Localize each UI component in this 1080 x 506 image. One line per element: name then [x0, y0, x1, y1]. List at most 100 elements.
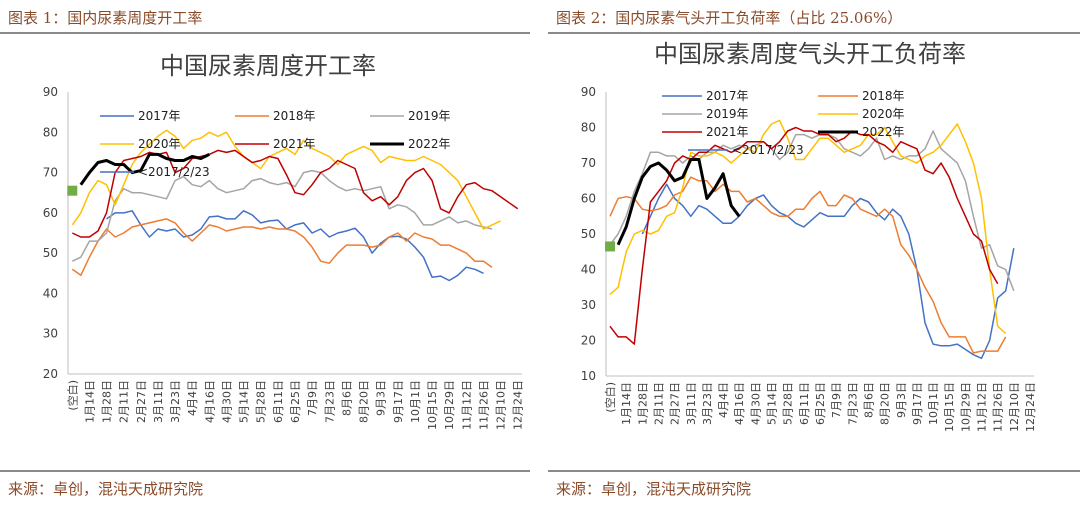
- legend-label: 2020年: [862, 107, 905, 121]
- x-tick-label: 9月17日: [911, 382, 924, 425]
- x-tick-label: 2月11日: [652, 382, 665, 425]
- x-tick-label: 7月23日: [323, 380, 336, 423]
- x-tick-label: 3月23日: [701, 382, 714, 425]
- x-tick-label: 1月14日: [620, 382, 633, 425]
- legend-label: 2018年: [273, 109, 316, 123]
- figure-2-source: 来源：卓创，混沌天成研究院: [556, 480, 752, 498]
- legend-label: 2022年: [862, 125, 905, 139]
- y-tick-label: 90: [43, 85, 58, 99]
- x-tick-label: 5月28日: [255, 380, 268, 423]
- x-tick-label: 8月20日: [879, 382, 892, 425]
- legend-label: 2017年: [138, 109, 181, 123]
- x-tick-label: 11月26日: [992, 382, 1005, 432]
- y-tick-label: 60: [581, 192, 596, 206]
- x-tick-label: 4月30日: [749, 382, 762, 425]
- chart-2: 中国尿素周度气头开工负荷率 10 20 30 40 50 60 70 80 90 (空白) 1月14日…: [581, 40, 1037, 432]
- figure-2-footer: 来源：卓创，混沌天成研究院: [548, 470, 1080, 506]
- x-tick-label: 9月3日: [895, 382, 908, 418]
- x-tick-label: 9月3日: [375, 380, 388, 416]
- x-tick-label: 8月20日: [358, 380, 371, 423]
- x-tick-label: 4月30日: [220, 380, 233, 423]
- x-tick-label: 8月6日: [340, 380, 353, 416]
- series-line-2: [71, 169, 493, 262]
- figure-2-caption: 图表 2：国内尿素气头开工负荷率（占比 25.06%）: [556, 9, 903, 27]
- x-tick-label: 1月14日: [83, 380, 96, 423]
- chart-title: 中国尿素周度开工率: [160, 52, 376, 80]
- series-line-4: [71, 149, 519, 238]
- y-tick-label: 20: [581, 334, 596, 348]
- x-tick-label: 4月16日: [733, 382, 746, 425]
- x-tick-label: 3月11日: [685, 382, 698, 425]
- x-tick-label: 2月27日: [669, 382, 682, 425]
- series-line-3: [609, 119, 1007, 334]
- x-tick-label: 10月29日: [959, 382, 972, 432]
- y-tick-label: 40: [581, 263, 596, 277]
- legend-label: 2017年: [706, 89, 749, 103]
- x-tick-label: 11月12日: [976, 382, 989, 432]
- figure-1-source: 来源：卓创，混沌天成研究院: [8, 480, 204, 498]
- chart-1: 中国尿素周度开工率 20 30 40 50 60 70 80 90 (空白) 1月14日 1月28日 2…: [43, 52, 525, 430]
- legend-label: 2020年: [138, 137, 181, 151]
- marker-point: [605, 241, 616, 252]
- x-tick-label: 10月15日: [943, 382, 956, 432]
- y-tick-label: 90: [581, 85, 596, 99]
- series-line-3: [71, 129, 501, 230]
- figure-1-caption: 图表 1：国内尿素周度开工率: [8, 9, 203, 27]
- x-tick-label: 6月11日: [798, 382, 811, 425]
- legend-label: 2019年: [706, 107, 749, 121]
- y-tick-label: 10: [581, 369, 596, 383]
- x-tick-label: 12月10日: [1008, 382, 1021, 432]
- legend-label: 2022年: [408, 137, 451, 151]
- legend-label: 2019年: [408, 109, 451, 123]
- x-tick-label: 10月15日: [426, 380, 439, 430]
- figure-2-header: 图表 2：国内尿素气头开工负荷率（占比 25.06%）: [548, 0, 1080, 34]
- y-tick-label: 70: [581, 156, 596, 170]
- x-tick-label: 8月6日: [862, 382, 875, 418]
- marker-point: [67, 185, 78, 196]
- y-tick-label: 30: [43, 327, 58, 341]
- series-line-5: [616, 158, 741, 246]
- x-tick-label: 9月17日: [392, 380, 405, 423]
- series-line-0: [106, 210, 484, 282]
- y-tick-label: 50: [581, 227, 596, 241]
- legend-label: 2021年: [273, 137, 316, 151]
- legend-label: 2021年: [706, 125, 749, 139]
- x-tick-label: 11月12日: [460, 380, 473, 430]
- series-line-1: [71, 218, 493, 277]
- x-tick-label: (空白): [65, 380, 79, 411]
- series-line-1: [609, 176, 1007, 354]
- x-tick-label: 6月25日: [289, 380, 302, 423]
- y-tick-label: 40: [43, 286, 58, 300]
- x-tick-label: 2月11日: [118, 380, 131, 423]
- x-tick-label: 7月9日: [830, 382, 843, 418]
- y-tick-label: 30: [581, 298, 596, 312]
- x-tick-label: 3月11日: [152, 380, 165, 423]
- x-tick-label: 10月29日: [443, 380, 456, 430]
- x-tick-label: 12月24日: [512, 380, 525, 430]
- x-tick-label: 7月9日: [306, 380, 319, 416]
- series-line-5: [79, 152, 210, 186]
- x-tick-label: 2月27日: [135, 380, 148, 423]
- x-tick-label: 5月28日: [782, 382, 795, 425]
- legend-label: 2018年: [862, 89, 905, 103]
- y-tick-label: 70: [43, 166, 58, 180]
- x-tick-label: (空白): [603, 382, 617, 413]
- series-line-0: [641, 183, 1015, 360]
- x-tick-label: 4月16日: [203, 380, 216, 423]
- figure-1-footer: 来源：卓创，混沌天成研究院: [0, 470, 530, 506]
- x-tick-label: 6月11日: [272, 380, 285, 423]
- x-tick-label: 12月10日: [495, 380, 508, 430]
- x-tick-label: 7月23日: [846, 382, 859, 425]
- x-tick-label: 3月23日: [169, 380, 182, 423]
- y-tick-label: 80: [43, 125, 58, 139]
- x-tick-label: 10月1日: [927, 382, 940, 425]
- x-tick-label: 12月24日: [1024, 382, 1037, 432]
- y-tick-label: 80: [581, 121, 596, 135]
- y-tick-label: 20: [43, 367, 58, 381]
- x-tick-label: 5月14日: [238, 380, 251, 423]
- x-tick-label: 4月4日: [186, 380, 199, 416]
- x-tick-label: 4月4日: [717, 382, 730, 418]
- series-line-4: [609, 126, 999, 345]
- y-tick-label: 60: [43, 206, 58, 220]
- series-line-2: [609, 130, 1015, 292]
